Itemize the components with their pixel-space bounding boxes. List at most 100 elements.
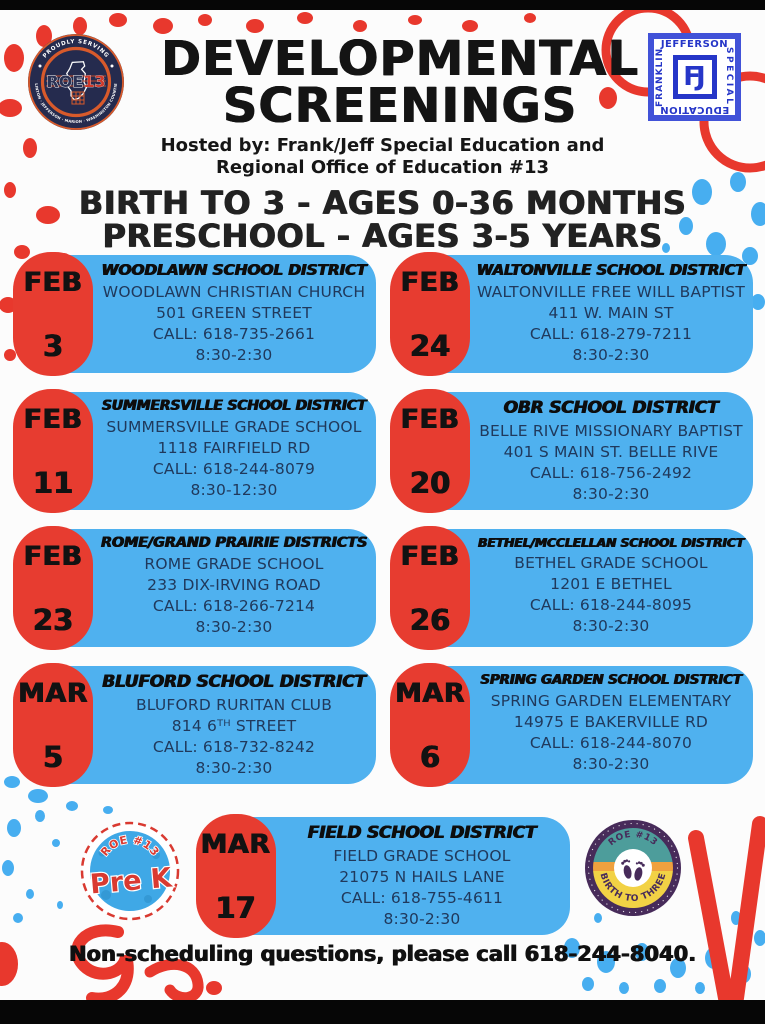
event-location: ROME GRADE SCHOOL xyxy=(144,555,324,573)
event-details: SPRING GARDEN SCHOOL DISTRICT SPRING GAR… xyxy=(476,672,746,775)
events-grid: FEB 3 WOODLAWN SCHOOL DISTRICT WOODLAWN … xyxy=(13,252,753,787)
event-time: 8:30-2:30 xyxy=(572,485,650,504)
event-district: BLUFORD SCHOOL DISTRICT xyxy=(102,672,366,692)
event-card: FEB 26 BETHEL/MCCLELLAN SCHOOL DISTRICT … xyxy=(390,526,753,650)
letterbox-top xyxy=(0,0,765,10)
event-date-badge: FEB 3 xyxy=(13,252,93,376)
event-time: 8:30-2:30 xyxy=(195,346,273,365)
event-date-badge: MAR 6 xyxy=(390,663,470,787)
roe-center-label: ROE13 xyxy=(46,72,105,91)
event-phone: CALL: 618-244-8070 xyxy=(529,734,693,753)
event-address: 21075 N HAILS LANE xyxy=(339,868,505,887)
event-phone: CALL: 618-244-8079 xyxy=(152,460,316,479)
event-day: 24 xyxy=(409,329,451,363)
event-address: 1118 FAIRFIELD RD xyxy=(157,439,311,458)
event-district: OBR SCHOOL DISTRICT xyxy=(503,398,719,418)
event-location: WOODLAWN CHRISTIAN CHURCH xyxy=(102,283,366,301)
event-address: 814 6ᵀᴴ STREET xyxy=(171,717,297,736)
event-card: FEB 20 OBR SCHOOL DISTRICT BELLE RIVE MI… xyxy=(390,389,753,513)
event-location: FIELD GRADE SCHOOL xyxy=(333,847,511,865)
event-district: WOODLAWN SCHOOL DISTRICT xyxy=(101,261,367,279)
event-address: 411 W. MAIN ST xyxy=(548,304,674,323)
roe-stripes xyxy=(46,75,106,87)
event-day: 11 xyxy=(32,466,74,500)
event-phone: CALL: 618-755-4611 xyxy=(340,889,504,908)
flyer-title: DEVELOPMENTAL SCREENINGS xyxy=(130,31,670,135)
event-phone: CALL: 618-266-7214 xyxy=(152,597,316,616)
event-phone: CALL: 618-279-7211 xyxy=(529,325,693,344)
event-district: SPRING GARDEN SCHOOL DISTRICT xyxy=(480,672,742,688)
fj-education-label: EDUCATION xyxy=(659,104,730,115)
event-day: 6 xyxy=(419,740,441,774)
event-date-badge: MAR 17 xyxy=(195,814,276,938)
event-details: FIELD SCHOOL DISTRICT FIELD GRADE SCHOOL… xyxy=(282,823,563,930)
title-line1: DEVELOPMENTAL xyxy=(161,31,639,87)
event-month: FEB xyxy=(23,541,83,572)
event-details: BLUFORD SCHOOL DISTRICT BLUFORD RURITAN … xyxy=(99,672,369,779)
event-date-badge: MAR 5 xyxy=(13,663,93,787)
event-address: 401 S MAIN ST. BELLE RIVE xyxy=(503,443,719,462)
event-day: 3 xyxy=(42,329,64,363)
event-card: FEB 3 WOODLAWN SCHOOL DISTRICT WOODLAWN … xyxy=(13,252,376,376)
event-phone: CALL: 618-735-2661 xyxy=(152,325,316,344)
event-month: FEB xyxy=(400,267,460,298)
event-date-badge: FEB 24 xyxy=(390,252,470,376)
prek-logo: ROE #13 Pre K xyxy=(80,821,180,921)
event-details: OBR SCHOOL DISTRICT BELLE RIVE MISSIONAR… xyxy=(476,398,746,505)
event-district: ROME/GRAND PRAIRIE DISTRICTS xyxy=(100,535,368,551)
roe13-seal-logo: PROUDLY SERVING CLINTON · JEFFERSON · MA… xyxy=(28,34,124,130)
birth-to-three-logo: ROE #13 BIRTH TO THREE xyxy=(585,820,681,916)
event-district: BETHEL/MCCLELLAN SCHOOL DISTRICT xyxy=(477,535,745,550)
event-time: 8:30-12:30 xyxy=(190,481,278,500)
age-banner-line1: BIRTH TO 3 - AGES 0-36 MONTHS xyxy=(78,184,687,222)
hosted-by-line2: Regional Office of Education #13 xyxy=(215,157,550,179)
event-address: 501 GREEN STREET xyxy=(156,304,312,323)
event-address: 233 DIX-IRVING ROAD xyxy=(147,576,321,595)
event-card: FEB 11 SUMMERSVILLE SCHOOL DISTRICT SUMM… xyxy=(13,389,376,513)
event-month: FEB xyxy=(400,541,460,572)
event-address: 1201 E BETHEL xyxy=(550,575,672,594)
event-time: 8:30-2:30 xyxy=(572,617,650,636)
event-month: FEB xyxy=(23,267,83,298)
fj-monogram: FJ xyxy=(672,55,717,99)
event-district: FIELD SCHOOL DISTRICT xyxy=(307,823,537,843)
event-phone: CALL: 618-732-8242 xyxy=(152,738,316,757)
event-month: MAR xyxy=(17,678,89,709)
event-day: 20 xyxy=(409,466,451,500)
event-time: 8:30-2:30 xyxy=(195,618,273,637)
event-month: MAR xyxy=(394,678,466,709)
event-month: FEB xyxy=(23,404,83,435)
event-time: 8:30-2:30 xyxy=(383,910,461,929)
footprints-icon xyxy=(621,859,645,881)
event-location: SUMMERSVILLE GRADE SCHOOL xyxy=(106,418,362,436)
letterbox-bottom xyxy=(0,1000,765,1024)
events-center: MAR 17 FIELD SCHOOL DISTRICT FIELD GRADE… xyxy=(0,814,765,938)
illinois-outline-icon xyxy=(65,61,88,101)
event-phone: CALL: 618-244-8095 xyxy=(529,596,693,615)
event-date-badge: FEB 23 xyxy=(13,526,93,650)
event-details: SUMMERSVILLE SCHOOL DISTRICT SUMMERSVILL… xyxy=(99,398,369,501)
event-address: 14975 E BAKERVILLE RD xyxy=(513,713,709,732)
event-day: 17 xyxy=(215,891,256,925)
title-line2: SCREENINGS xyxy=(222,78,578,135)
fj-special-education-logo: JEFFERSON FRANKLIN SPECIAL EDUCATION FJ xyxy=(648,33,741,121)
event-date-badge: FEB 11 xyxy=(13,389,93,513)
event-location: WALTONVILLE FREE WILL BAPTIST xyxy=(476,283,746,301)
event-date-badge: FEB 20 xyxy=(390,389,470,513)
event-details: WALTONVILLE SCHOOL DISTRICT WALTONVILLE … xyxy=(476,261,746,366)
age-banner-line2: PRESCHOOL - AGES 3-5 YEARS xyxy=(102,216,663,255)
event-date-badge: FEB 26 xyxy=(390,526,470,650)
event-details: WOODLAWN SCHOOL DISTRICT WOODLAWN CHRIST… xyxy=(99,261,369,366)
event-card: MAR 6 SPRING GARDEN SCHOOL DISTRICT SPRI… xyxy=(390,663,753,787)
fj-jefferson-label: JEFFERSON xyxy=(660,39,729,50)
event-location: BELLE RIVE MISSIONARY BAPTIST xyxy=(479,422,743,440)
event-location: BETHEL GRADE SCHOOL xyxy=(514,554,708,572)
event-district: SUMMERSVILLE SCHOOL DISTRICT xyxy=(101,398,367,414)
event-district: WALTONVILLE SCHOOL DISTRICT xyxy=(476,261,746,279)
event-location: SPRING GARDEN ELEMENTARY xyxy=(490,692,732,710)
event-card: FEB 24 WALTONVILLE SCHOOL DISTRICT WALTO… xyxy=(390,252,753,376)
hosted-by-line1: Hosted by: Frank/Jeff Special Education … xyxy=(160,135,605,156)
footer-note: Non-scheduling questions, please call 61… xyxy=(68,942,697,966)
event-time: 8:30-2:30 xyxy=(195,759,273,778)
event-day: 26 xyxy=(409,603,451,637)
